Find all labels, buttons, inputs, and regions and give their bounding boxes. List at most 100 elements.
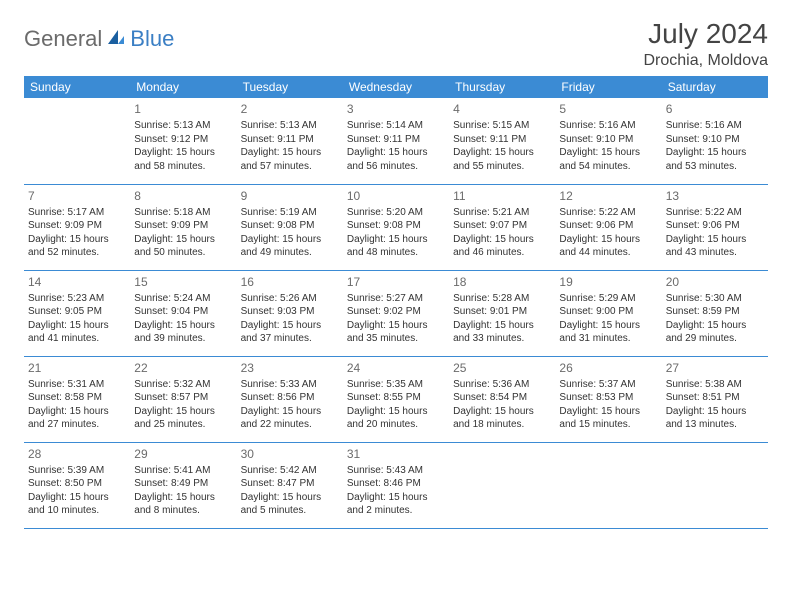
day-number: 27 xyxy=(666,360,764,376)
calendar-day-cell: 16Sunrise: 5:26 AMSunset: 9:03 PMDayligh… xyxy=(237,270,343,356)
calendar-day-cell: 12Sunrise: 5:22 AMSunset: 9:06 PMDayligh… xyxy=(555,184,661,270)
sunrise-line: Sunrise: 5:22 AM xyxy=(559,206,657,220)
title-block: July 2024 Drochia, Moldova xyxy=(644,18,769,70)
daylight-line: Daylight: 15 hours and 55 minutes. xyxy=(453,146,551,173)
daylight-line: Daylight: 15 hours and 53 minutes. xyxy=(666,146,764,173)
sunrise-line: Sunrise: 5:33 AM xyxy=(241,378,339,392)
weekday-header: Friday xyxy=(555,76,661,98)
sunrise-line: Sunrise: 5:14 AM xyxy=(347,119,445,133)
calendar-day-cell: 1Sunrise: 5:13 AMSunset: 9:12 PMDaylight… xyxy=(130,98,236,184)
sunrise-line: Sunrise: 5:38 AM xyxy=(666,378,764,392)
sunset-line: Sunset: 9:03 PM xyxy=(241,305,339,319)
sunrise-line: Sunrise: 5:21 AM xyxy=(453,206,551,220)
day-number: 1 xyxy=(134,101,232,117)
sunset-line: Sunset: 9:07 PM xyxy=(453,219,551,233)
calendar-day-cell: 22Sunrise: 5:32 AMSunset: 8:57 PMDayligh… xyxy=(130,356,236,442)
daylight-line: Daylight: 15 hours and 5 minutes. xyxy=(241,491,339,518)
day-number: 26 xyxy=(559,360,657,376)
calendar-table: SundayMondayTuesdayWednesdayThursdayFrid… xyxy=(24,76,768,529)
brand-logo: General Blue xyxy=(24,26,174,52)
sunrise-line: Sunrise: 5:17 AM xyxy=(28,206,126,220)
calendar-week-row: 14Sunrise: 5:23 AMSunset: 9:05 PMDayligh… xyxy=(24,270,768,356)
sunset-line: Sunset: 8:57 PM xyxy=(134,391,232,405)
daylight-line: Daylight: 15 hours and 25 minutes. xyxy=(134,405,232,432)
calendar-day-cell: 17 Sunrise: 5:27 AMSunset: 9:02 PMDayligh… xyxy=(343,270,449,356)
sunrise-line: Sunrise: 5:37 AM xyxy=(559,378,657,392)
calendar-day-cell: 18Sunrise: 5:28 AMSunset: 9:01 PMDayligh… xyxy=(449,270,555,356)
day-number: 23 xyxy=(241,360,339,376)
daylight-line: Daylight: 15 hours and 39 minutes. xyxy=(134,319,232,346)
calendar-day-cell xyxy=(449,442,555,528)
sunrise-line: Sunrise: 5:24 AM xyxy=(134,292,232,306)
daylight-line: Daylight: 15 hours and 8 minutes. xyxy=(134,491,232,518)
day-number: 25 xyxy=(453,360,551,376)
sunrise-line: Sunrise: 5:39 AM xyxy=(28,464,126,478)
day-number: 31 xyxy=(347,446,445,462)
weekday-header: Wednesday xyxy=(343,76,449,98)
sunrise-line: Sunrise: 5:28 AM xyxy=(453,292,551,306)
day-number: 17 xyxy=(347,274,445,290)
sunset-line: Sunset: 8:51 PM xyxy=(666,391,764,405)
sunrise-line: Sunrise: 5:15 AM xyxy=(453,119,551,133)
daylight-line: Daylight: 15 hours and 15 minutes. xyxy=(559,405,657,432)
sunrise-line: Sunrise: 5:31 AM xyxy=(28,378,126,392)
daylight-line: Daylight: 15 hours and 50 minutes. xyxy=(134,233,232,260)
calendar-day-cell: 28Sunrise: 5:39 AMSunset: 8:50 PMDayligh… xyxy=(24,442,130,528)
sunset-line: Sunset: 8:47 PM xyxy=(241,477,339,491)
calendar-day-cell: 25Sunrise: 5:36 AMSunset: 8:54 PMDayligh… xyxy=(449,356,555,442)
calendar-day-cell: 8Sunrise: 5:18 AMSunset: 9:09 PMDaylight… xyxy=(130,184,236,270)
calendar-day-cell: 6Sunrise: 5:16 AMSunset: 9:10 PMDaylight… xyxy=(662,98,768,184)
sunrise-line: Sunrise: 5:36 AM xyxy=(453,378,551,392)
sunrise-line: Sunrise: 5:19 AM xyxy=(241,206,339,220)
calendar-day-cell: 24Sunrise: 5:35 AMSunset: 8:55 PMDayligh… xyxy=(343,356,449,442)
sunrise-line: Sunrise: 5:27 AM xyxy=(347,292,445,306)
calendar-day-cell: 30Sunrise: 5:42 AMSunset: 8:47 PMDayligh… xyxy=(237,442,343,528)
sunset-line: Sunset: 9:12 PM xyxy=(134,133,232,147)
sunrise-line: Sunrise: 5:13 AM xyxy=(134,119,232,133)
sunset-line: Sunset: 9:11 PM xyxy=(241,133,339,147)
calendar-day-cell: 11Sunrise: 5:21 AMSunset: 9:07 PMDayligh… xyxy=(449,184,555,270)
calendar-day-cell: 29Sunrise: 5:41 AMSunset: 8:49 PMDayligh… xyxy=(130,442,236,528)
calendar-week-row: 1 Sunrise: 5:13 AMSunset: 9:12 PM Daylight… xyxy=(24,98,768,184)
day-number: 14 xyxy=(28,274,126,290)
sunset-line: Sunset: 9:06 PM xyxy=(559,219,657,233)
sunset-line: Sunset: 9:05 PM xyxy=(28,305,126,319)
sunset-line: Sunset: 9:02 PM xyxy=(347,305,445,319)
calendar-week-row: 7Sunrise: 5:17 AMSunset: 9:09 PMDaylight… xyxy=(24,184,768,270)
daylight-line: Daylight: 15 hours and 29 minutes. xyxy=(666,319,764,346)
day-number: 10 xyxy=(347,188,445,204)
sunset-line: Sunset: 8:54 PM xyxy=(453,391,551,405)
daylight-line: Daylight: 15 hours and 43 minutes. xyxy=(666,233,764,260)
day-number: 21 xyxy=(28,360,126,376)
day-number: 30 xyxy=(241,446,339,462)
sunset-line: Sunset: 8:46 PM xyxy=(347,477,445,491)
sunrise-line: Sunrise: 5:16 AM xyxy=(559,119,657,133)
day-number: 7 xyxy=(28,188,126,204)
daylight-line: Daylight: 15 hours and 33 minutes. xyxy=(453,319,551,346)
daylight-line: Daylight: 15 hours and 37 minutes. xyxy=(241,319,339,346)
sunset-line: Sunset: 9:10 PM xyxy=(666,133,764,147)
day-number: 5 xyxy=(559,101,657,117)
day-number: 8 xyxy=(134,188,232,204)
sunset-line: Sunset: 9:08 PM xyxy=(347,219,445,233)
daylight-line: Daylight: 15 hours and 35 minutes. xyxy=(347,319,445,346)
daylight-line: Daylight: 15 hours and 22 minutes. xyxy=(241,405,339,432)
brand-part1: General xyxy=(24,26,102,52)
daylight-line: Daylight: 15 hours and 2 minutes. xyxy=(347,491,445,518)
weekday-header: Tuesday xyxy=(237,76,343,98)
day-number: 9 xyxy=(241,188,339,204)
sunset-line: Sunset: 8:53 PM xyxy=(559,391,657,405)
day-number: 11 xyxy=(453,188,551,204)
calendar-day-cell xyxy=(555,442,661,528)
day-number: 15 xyxy=(134,274,232,290)
calendar-day-cell: 27Sunrise: 5:38 AMSunset: 8:51 PMDayligh… xyxy=(662,356,768,442)
daylight-line: Daylight: 15 hours and 56 minutes. xyxy=(347,146,445,173)
day-number: 20 xyxy=(666,274,764,290)
day-number: 4 xyxy=(453,101,551,117)
sunset-line: Sunset: 8:56 PM xyxy=(241,391,339,405)
sunrise-line: Sunrise: 5:35 AM xyxy=(347,378,445,392)
calendar-day-cell: 2Sunrise: 5:13 AMSunset: 9:11 PMDaylight… xyxy=(237,98,343,184)
calendar-day-cell: 7Sunrise: 5:17 AMSunset: 9:09 PMDaylight… xyxy=(24,184,130,270)
sunrise-line: Sunrise: 5:30 AM xyxy=(666,292,764,306)
daylight-line: Daylight: 15 hours and 20 minutes. xyxy=(347,405,445,432)
